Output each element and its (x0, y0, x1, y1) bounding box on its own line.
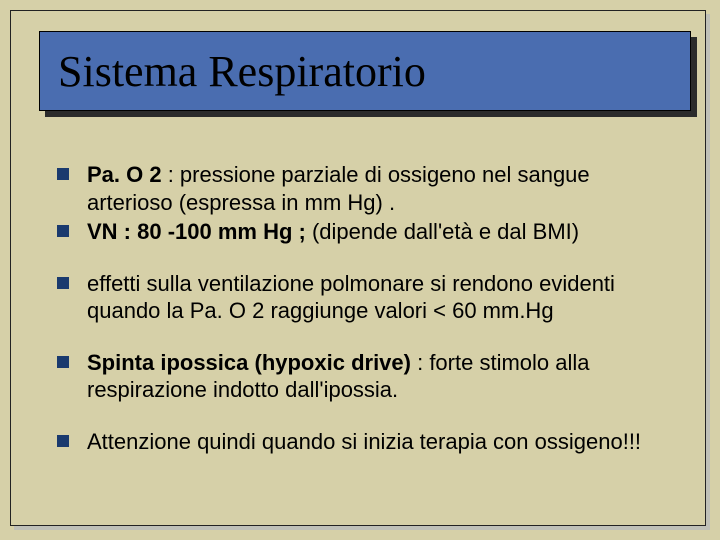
bullet-group-3: Spinta ipossica (hypoxic drive) : forte … (57, 349, 665, 404)
bullet-label: Spinta ipossica (hypoxic drive) (87, 350, 411, 375)
bullet-group-2: effetti sulla ventilazione polmonare si … (57, 270, 665, 325)
content-panel: Sistema Respiratorio Pa. O 2 : pressione… (10, 10, 706, 526)
bullet-text: VN : 80 -100 mm Hg ; (dipende dall'età e… (87, 218, 579, 246)
bullet-rest: (dipende dall'età e dal BMI) (306, 219, 579, 244)
square-bullet-icon (57, 356, 69, 368)
square-bullet-icon (57, 277, 69, 289)
slide-title: Sistema Respiratorio (58, 46, 426, 97)
bullet-group-4: Attenzione quindi quando si inizia terap… (57, 428, 665, 456)
bullet-text: Spinta ipossica (hypoxic drive) : forte … (87, 349, 665, 404)
bullet-text: effetti sulla ventilazione polmonare si … (87, 270, 665, 325)
bullet-text: Pa. O 2 : pressione parziale di ossigeno… (87, 161, 665, 216)
list-item: Attenzione quindi quando si inizia terap… (57, 428, 665, 456)
list-item: effetti sulla ventilazione polmonare si … (57, 270, 665, 325)
bullet-label: VN : 80 -100 mm Hg ; (87, 219, 306, 244)
list-item: Spinta ipossica (hypoxic drive) : forte … (57, 349, 665, 404)
square-bullet-icon (57, 435, 69, 447)
bullet-rest: : pressione parziale di ossigeno nel san… (87, 162, 590, 215)
square-bullet-icon (57, 168, 69, 180)
list-item: Pa. O 2 : pressione parziale di ossigeno… (57, 161, 665, 216)
bullet-list: Pa. O 2 : pressione parziale di ossigeno… (57, 161, 665, 457)
bullet-group-1: Pa. O 2 : pressione parziale di ossigeno… (57, 161, 665, 246)
title-bar: Sistema Respiratorio (39, 31, 691, 111)
square-bullet-icon (57, 225, 69, 237)
list-item: VN : 80 -100 mm Hg ; (dipende dall'età e… (57, 218, 665, 246)
bullet-label: Pa. O 2 (87, 162, 162, 187)
bullet-text: Attenzione quindi quando si inizia terap… (87, 428, 641, 456)
